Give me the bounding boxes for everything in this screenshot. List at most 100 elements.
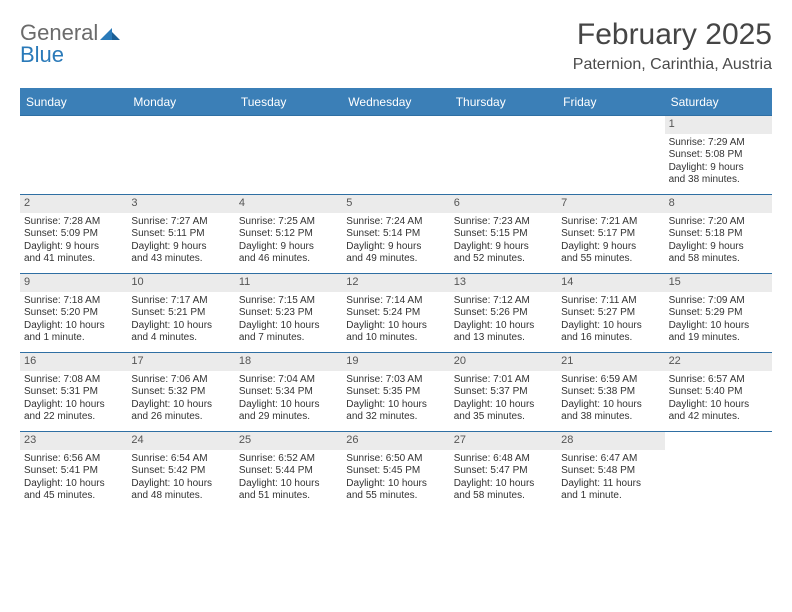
weekday-header-row: Sunday Monday Tuesday Wednesday Thursday… [20,90,772,115]
day-cell: 27Sunrise: 6:48 AMSunset: 5:47 PMDayligh… [450,432,557,510]
day-sunset: Sunset: 5:21 PM [131,307,230,320]
day-dl2: and 46 minutes. [239,253,338,266]
day-dl2: and 29 minutes. [239,411,338,424]
day-sunrise: Sunrise: 7:09 AM [669,295,768,308]
day-dl2: and 58 minutes. [669,253,768,266]
week-row: 2Sunrise: 7:28 AMSunset: 5:09 PMDaylight… [20,194,772,273]
day-number: 18 [235,353,342,371]
day-sunset: Sunset: 5:14 PM [346,228,445,241]
day-number: 14 [557,274,664,292]
weekday-header: Monday [127,90,234,115]
day-number: 24 [127,432,234,450]
day-dl1: Daylight: 10 hours [131,399,230,412]
day-sunset: Sunset: 5:35 PM [346,386,445,399]
day-number: 26 [342,432,449,450]
week-row: 23Sunrise: 6:56 AMSunset: 5:41 PMDayligh… [20,431,772,510]
day-sunrise: Sunrise: 7:25 AM [239,216,338,229]
day-dl1: Daylight: 10 hours [561,399,660,412]
day-sunset: Sunset: 5:26 PM [454,307,553,320]
day-sunset: Sunset: 5:27 PM [561,307,660,320]
day-sunrise: Sunrise: 6:47 AM [561,453,660,466]
day-sunset: Sunset: 5:38 PM [561,386,660,399]
month-title: February 2025 [573,18,772,52]
day-dl2: and 38 minutes. [561,411,660,424]
day-number: 3 [127,195,234,213]
day-dl2: and 55 minutes. [561,253,660,266]
day-number: 19 [342,353,449,371]
day-dl1: Daylight: 10 hours [24,399,123,412]
day-dl1: Daylight: 9 hours [239,241,338,254]
day-cell: 3Sunrise: 7:27 AMSunset: 5:11 PMDaylight… [127,195,234,273]
day-sunrise: Sunrise: 6:57 AM [669,374,768,387]
day-cell: 10 Sunrise: 7:17 AMSunset: 5:21 PMDayligh… [127,274,234,352]
day-sunrise: Sunrise: 7:21 AM [561,216,660,229]
day-dl1: Daylight: 10 hours [346,478,445,491]
day-number: 10 [127,274,234,292]
day-dl2: and 52 minutes. [454,253,553,266]
weekday-header: Wednesday [342,90,449,115]
day-dl2: and 48 minutes. [131,490,230,503]
day-number: 8 [665,195,772,213]
day-dl1: Daylight: 9 hours [561,241,660,254]
day-dl2: and 49 minutes. [346,253,445,266]
day-sunset: Sunset: 5:24 PM [346,307,445,320]
day-dl2: and 1 minute. [561,490,660,503]
day-sunset: Sunset: 5:31 PM [24,386,123,399]
day-sunset: Sunset: 5:40 PM [669,386,768,399]
calendar: Sunday Monday Tuesday Wednesday Thursday… [20,88,772,510]
day-sunrise: Sunrise: 6:54 AM [131,453,230,466]
day-dl1: Daylight: 11 hours [561,478,660,491]
day-cell [20,116,127,194]
day-cell [665,432,772,510]
week-row: 1Sunrise: 7:29 AMSunset: 5:08 PMDaylight… [20,115,772,194]
day-sunset: Sunset: 5:37 PM [454,386,553,399]
day-dl1: Daylight: 10 hours [131,320,230,333]
day-cell: 9Sunrise: 7:18 AMSunset: 5:20 PMDaylight… [20,274,127,352]
day-dl2: and 22 minutes. [24,411,123,424]
day-sunrise: Sunrise: 7:15 AM [239,295,338,308]
day-dl2: and 1 minute. [24,332,123,345]
week-row: 16Sunrise: 7:08 AMSunset: 5:31 PMDayligh… [20,352,772,431]
day-number: 23 [20,432,127,450]
day-dl1: Daylight: 10 hours [346,320,445,333]
day-sunrise: Sunrise: 7:20 AM [669,216,768,229]
day-number: 22 [665,353,772,371]
day-dl2: and 45 minutes. [24,490,123,503]
logo-word2: Blue [20,42,64,67]
day-cell: 4Sunrise: 7:25 AMSunset: 5:12 PMDaylight… [235,195,342,273]
day-dl2: and 38 minutes. [669,174,768,187]
day-cell: 18Sunrise: 7:04 AMSunset: 5:34 PMDayligh… [235,353,342,431]
day-cell: 14Sunrise: 7:11 AMSunset: 5:27 PMDayligh… [557,274,664,352]
day-sunset: Sunset: 5:11 PM [131,228,230,241]
day-sunset: Sunset: 5:23 PM [239,307,338,320]
day-number: 4 [235,195,342,213]
day-dl1: Daylight: 10 hours [239,399,338,412]
day-cell: 28Sunrise: 6:47 AMSunset: 5:48 PMDayligh… [557,432,664,510]
day-number: 6 [450,195,557,213]
day-number: 13 [450,274,557,292]
day-sunrise: Sunrise: 7:03 AM [346,374,445,387]
day-dl2: and 55 minutes. [346,490,445,503]
day-number: 9 [20,274,127,292]
weekday-header: Sunday [20,90,127,115]
day-sunset: Sunset: 5:47 PM [454,465,553,478]
day-dl1: Daylight: 10 hours [561,320,660,333]
day-cell: 11Sunrise: 7:15 AMSunset: 5:23 PMDayligh… [235,274,342,352]
day-dl1: Daylight: 10 hours [454,320,553,333]
day-dl2: and 58 minutes. [454,490,553,503]
day-dl2: and 26 minutes. [131,411,230,424]
day-sunrise: Sunrise: 7:17 AM [131,295,230,308]
day-number: 7 [557,195,664,213]
day-dl1: Daylight: 10 hours [24,478,123,491]
day-cell: 8Sunrise: 7:20 AMSunset: 5:18 PMDaylight… [665,195,772,273]
day-cell: 19Sunrise: 7:03 AMSunset: 5:35 PMDayligh… [342,353,449,431]
day-cell: 5Sunrise: 7:24 AMSunset: 5:14 PMDaylight… [342,195,449,273]
day-cell: 26Sunrise: 6:50 AMSunset: 5:45 PMDayligh… [342,432,449,510]
day-sunset: Sunset: 5:34 PM [239,386,338,399]
logo-mark-icon [100,20,120,45]
day-dl2: and 43 minutes. [131,253,230,266]
day-dl2: and 42 minutes. [669,411,768,424]
day-dl2: and 19 minutes. [669,332,768,345]
weeks-container: 1Sunrise: 7:29 AMSunset: 5:08 PMDaylight… [20,115,772,510]
day-sunset: Sunset: 5:45 PM [346,465,445,478]
